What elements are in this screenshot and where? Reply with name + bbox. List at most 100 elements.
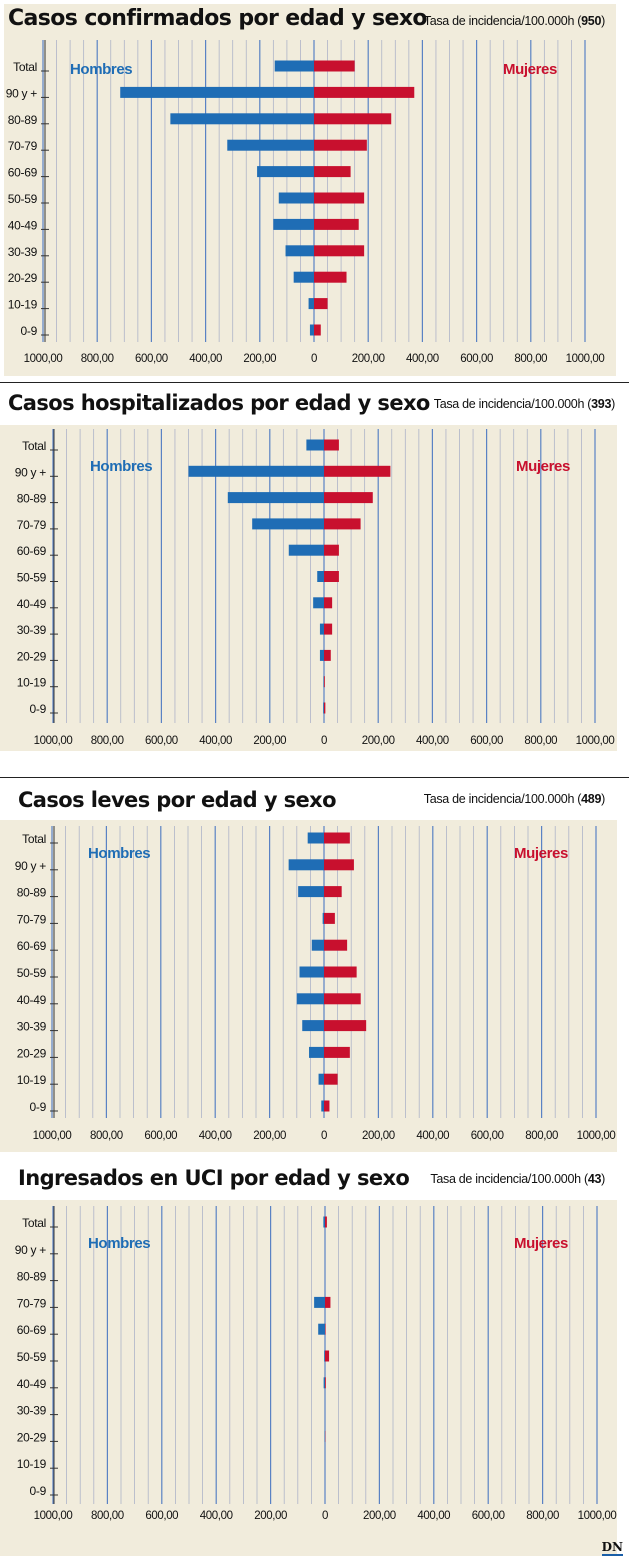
category-label: 70-79: [17, 518, 47, 532]
category-label: 10-19: [17, 1073, 47, 1087]
incidence-rate: Tasa de incidencia/100.000h (950): [423, 14, 606, 28]
bar-hombres: [313, 597, 324, 609]
x-tick-label: 1000,00: [33, 1130, 72, 1142]
x-tick-label: 400,00: [189, 353, 222, 365]
x-tick-label: 600,00: [460, 353, 493, 365]
bar-mujeres: [324, 544, 339, 556]
category-label: 90 y +: [6, 86, 38, 100]
bar-hombres: [323, 676, 324, 688]
bar-mujeres: [325, 1323, 326, 1335]
chart-leves: Total 90 y + 80-89 70-79 60-69 50-59 40-49 30-3…: [0, 820, 617, 1152]
bar-mujeres: [324, 465, 391, 477]
bar-mujeres: [324, 832, 350, 844]
x-tick-label: 800,00: [90, 1130, 123, 1142]
category-label: 90 y +: [15, 859, 47, 873]
bar-mujeres: [314, 86, 415, 98]
panel-title: Casos hospitalizados por edad y sexo: [8, 391, 430, 415]
x-tick-label: 600,00: [135, 353, 168, 365]
category-label: Total: [22, 1216, 46, 1230]
x-tick-label: 1000,00: [566, 353, 605, 365]
x-tick-label: 800,00: [514, 353, 547, 365]
panel-title: Casos leves por edad y sexo: [18, 788, 337, 812]
category-label: 10-19: [8, 298, 38, 312]
category-label: 80-89: [8, 113, 38, 127]
category-label: Total: [22, 439, 46, 453]
category-label: 70-79: [17, 1296, 47, 1310]
x-tick-label: 200,00: [352, 353, 385, 365]
bar-hombres: [302, 1020, 324, 1032]
incidence-rate: Tasa de incidencia/100.000h (393): [433, 397, 616, 411]
bar-hombres: [317, 571, 324, 582]
panel-title: Casos confirmados por edad y sexo: [8, 6, 428, 31]
bar-mujeres: [324, 518, 361, 530]
x-tick-label: 1000,00: [577, 1130, 616, 1142]
category-label: 90 y +: [15, 1243, 47, 1257]
bar-hombres: [299, 966, 324, 978]
bar-mujeres: [314, 245, 365, 257]
bar-mujeres: [324, 439, 339, 451]
category-label: 70-79: [17, 912, 47, 926]
bar-hombres: [120, 86, 314, 98]
x-tick-label: 200,00: [362, 735, 395, 747]
category-label: 40-49: [8, 218, 38, 232]
bar-mujeres: [324, 966, 357, 978]
category-label: 80-89: [17, 886, 47, 900]
bar-hombres: [257, 166, 314, 178]
x-tick-label: 1000,00: [34, 1510, 73, 1522]
bar-mujeres: [324, 1073, 338, 1085]
bar-hombres: [278, 192, 314, 204]
bar-mujeres: [324, 492, 373, 504]
x-tick-label: 400,00: [199, 1130, 232, 1142]
x-tick-label: 600,00: [470, 735, 503, 747]
category-label: 60-69: [17, 1323, 47, 1337]
rate-value: 43: [587, 1172, 602, 1186]
panel-uci: Total 90 y + 80-89 70-79 60-69 50-59 40-49 30-3…: [0, 1160, 629, 1560]
x-tick-label: 1000,00: [576, 735, 615, 747]
bar-hombres: [252, 518, 324, 530]
bar-mujeres: [324, 649, 331, 661]
bar-hombres: [288, 544, 324, 556]
category-label: Total: [22, 832, 46, 846]
category-label: 40-49: [17, 1377, 47, 1391]
bar-mujeres: [314, 324, 321, 336]
category-label: 20-29: [17, 649, 47, 663]
x-tick-label: 1000,00: [34, 735, 73, 747]
plot-background: [4, 4, 616, 376]
category-label: 0-9: [30, 1484, 47, 1498]
x-tick-label: 400,00: [199, 735, 232, 747]
bar-hombres: [309, 324, 314, 336]
bar-hombres: [285, 245, 314, 257]
chart-uci: Total 90 y + 80-89 70-79 60-69 50-59 40-49 30-3…: [0, 1200, 617, 1556]
category-label: 60-69: [17, 939, 47, 953]
bar-hombres: [227, 492, 324, 504]
bar-mujeres: [324, 993, 361, 1005]
bar-mujeres: [324, 939, 348, 951]
category-label: 70-79: [8, 139, 38, 153]
category-label: 40-49: [17, 993, 47, 1007]
x-tick-label: 200,00: [243, 353, 276, 365]
separator: [0, 382, 629, 383]
bar-mujeres: [314, 139, 367, 151]
bar-hombres: [273, 218, 314, 230]
x-tick-label: 800,00: [81, 353, 114, 365]
bar-mujeres: [325, 1216, 327, 1228]
bar-hombres: [288, 859, 324, 871]
category-label: 80-89: [17, 492, 47, 506]
x-tick-label: 800,00: [525, 1130, 558, 1142]
bar-mujeres: [314, 113, 392, 125]
category-label: 60-69: [8, 166, 38, 180]
x-tick-label: 1000,00: [24, 353, 63, 365]
category-label: 90 y +: [15, 465, 47, 479]
legend-mujeres: Mujeres: [514, 845, 568, 862]
bar-hombres: [319, 649, 324, 661]
x-tick-label: 400,00: [406, 353, 439, 365]
x-tick-label: 600,00: [145, 735, 178, 747]
panel-hospitalizados: Total 90 y + 80-89 70-79 60-69 50-59 40-49 30-3…: [0, 385, 629, 755]
x-tick-label: 800,00: [91, 735, 124, 747]
rate-value: 393: [591, 397, 612, 411]
x-tick-label: 600,00: [472, 1510, 505, 1522]
legend-mujeres: Mujeres: [516, 458, 570, 475]
bar-mujeres: [314, 60, 355, 72]
category-label: 30-39: [8, 245, 38, 259]
bar-mujeres: [314, 192, 365, 204]
